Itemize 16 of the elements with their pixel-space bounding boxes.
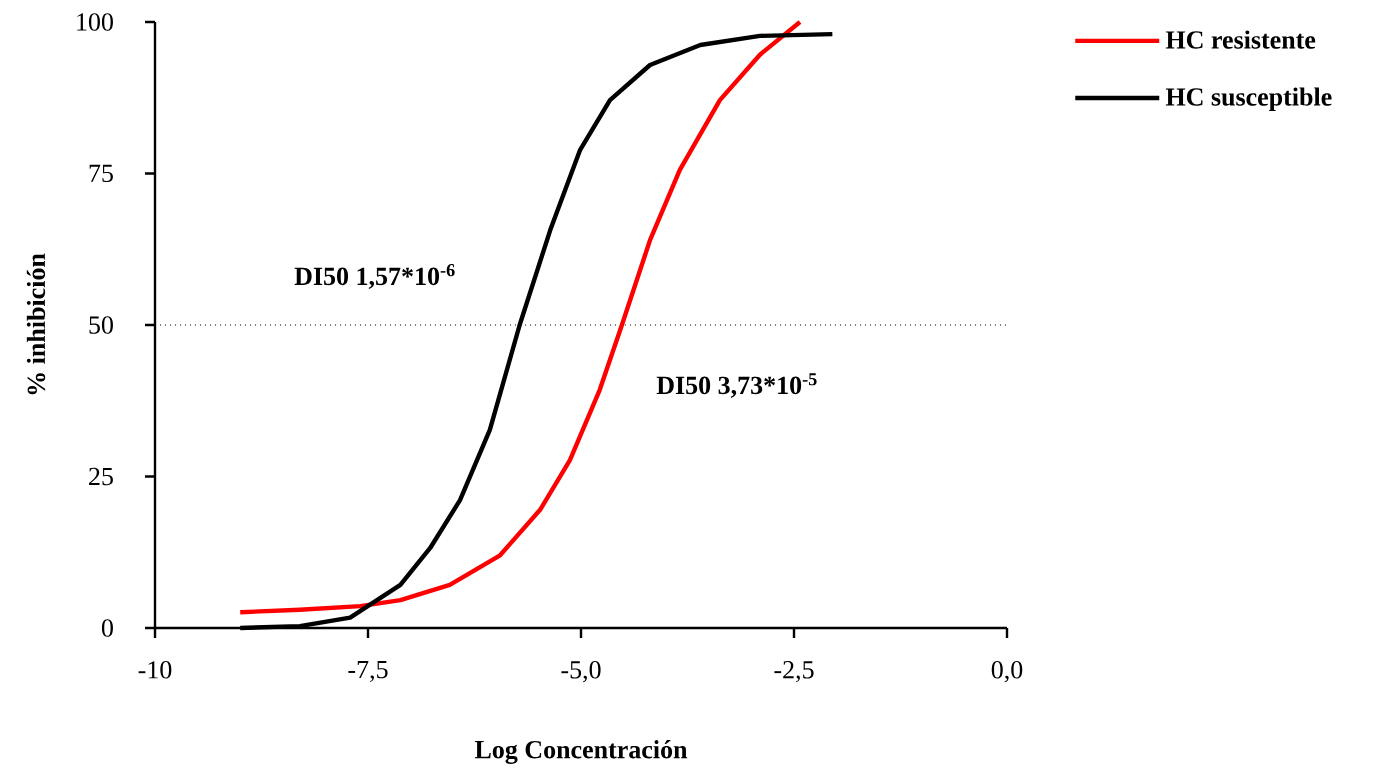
annotation: DI50 1,57*10$^{-6}$ (294, 264, 455, 289)
y-tick-label: 50 (89, 316, 113, 334)
x-tick-label: -2,5 (774, 661, 814, 683)
x-tick-label: -10 (138, 661, 172, 679)
x-tick-label: -7,5 (348, 661, 388, 683)
x-tick-label: 0,0 (991, 661, 1023, 683)
y-tick-label: 25 (89, 467, 113, 486)
x-tick-label: -5,0 (561, 661, 601, 683)
annotation: DI50 3,73*10$^{-5}$ (656, 373, 817, 398)
x-axis-title: Log Concentración (474, 740, 688, 764)
y-tick-label: 100 (77, 13, 113, 31)
legend-label: HC susceptible (1165, 87, 1332, 111)
y-axis-title: % inhibición (26, 253, 46, 395)
y-tick-label: 75 (89, 164, 113, 183)
legend-label: HC resistente (1165, 30, 1316, 49)
y-tick-label: 0 (101, 619, 113, 637)
